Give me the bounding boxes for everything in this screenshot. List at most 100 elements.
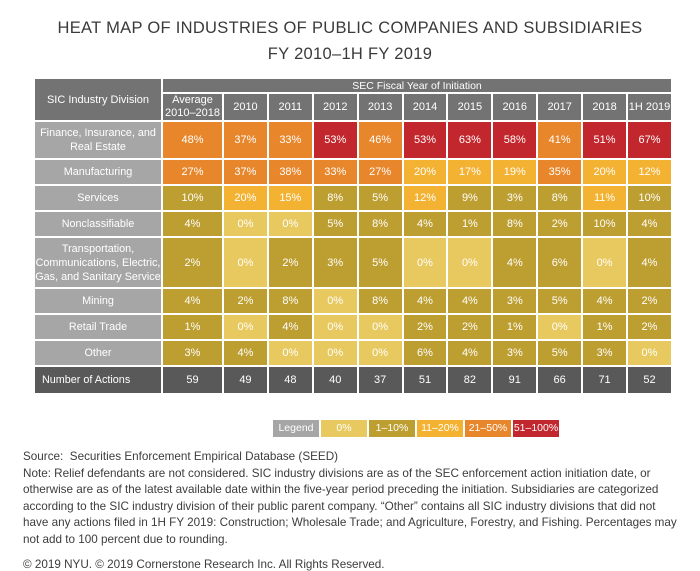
heatmap-cell: 3% xyxy=(163,341,222,366)
legend-bins: 0% 1–10% 11–20% 21–50% 51–100% xyxy=(321,420,559,437)
number-of-actions-value: 51 xyxy=(403,367,447,394)
number-of-actions-value: 40 xyxy=(313,367,357,394)
heatmap-cell: 4% xyxy=(448,341,492,366)
legend-bin: 0% xyxy=(321,420,367,437)
col-header-year: 2013 xyxy=(358,94,402,121)
heatmap-cell: 4% xyxy=(583,289,627,314)
heatmap-cell: 5% xyxy=(538,289,582,314)
heatmap-cell: 2% xyxy=(268,238,312,288)
heatmap-cell: 0% xyxy=(224,212,267,237)
heatmap-cell: 10% xyxy=(583,212,627,237)
heatmap-cell: 6% xyxy=(538,238,582,288)
heatmap-cell: 0% xyxy=(268,341,312,366)
heatmap-cell: 2% xyxy=(163,238,222,288)
heatmap-cell: 53% xyxy=(403,122,447,159)
number-of-actions-value: 52 xyxy=(628,367,671,394)
col-header-year: 2010 xyxy=(224,94,267,121)
industry-row: Services 10% 20% 15% 8% 5% 12% 9% 3% 8% 11% 10% xyxy=(35,186,671,211)
industry-row-label: Manufacturing xyxy=(35,160,161,185)
heatmap-cell: 38% xyxy=(268,160,312,185)
heatmap-cell: 0% xyxy=(448,238,492,288)
heatmap-cell: 3% xyxy=(493,341,537,366)
heatmap-cell: 4% xyxy=(163,212,222,237)
number-of-actions-value: 49 xyxy=(224,367,267,394)
heatmap-cell: 58% xyxy=(493,122,537,159)
heatmap-cell: 8% xyxy=(313,186,357,211)
industry-row-label: Services xyxy=(35,186,161,211)
industry-row: Retail Trade 1% 0% 4% 0% 0% 2% 2% 1% 0% 1% 2% xyxy=(35,315,671,340)
heatmap-cell: 0% xyxy=(224,238,267,288)
heatmap-cell: 11% xyxy=(583,186,627,211)
number-of-actions-value: 37 xyxy=(358,367,402,394)
heatmap-cell: 6% xyxy=(403,341,447,366)
heatmap-cell: 4% xyxy=(163,289,222,314)
heatmap-cell: 5% xyxy=(538,341,582,366)
industry-row: Mining 4% 2% 8% 0% 8% 4% 4% 3% 5% 4% 2% xyxy=(35,289,671,314)
number-of-actions-value: 59 xyxy=(163,367,222,394)
heatmap-cell: 0% xyxy=(358,341,402,366)
industry-row-label: Finance, Insurance, and Real Estate xyxy=(35,122,161,159)
heatmap-cell: 2% xyxy=(628,289,671,314)
heatmap-cell: 0% xyxy=(583,238,627,288)
heatmap-cell: 12% xyxy=(403,186,447,211)
chart-title: HEAT MAP OF INDUSTRIES OF PUBLIC COMPANI… xyxy=(0,16,700,67)
heatmap-cell: 9% xyxy=(448,186,492,211)
heatmap-cell: 27% xyxy=(163,160,222,185)
methodology-note: Note: Relief defendants are not consider… xyxy=(23,466,681,547)
legend: Legend 0% 1–10% 11–20% 21–50% 51–100% xyxy=(273,420,559,437)
heatmap-cell: 15% xyxy=(268,186,312,211)
legend-bin: 21–50% xyxy=(465,420,511,437)
heatmap-cell: 10% xyxy=(628,186,671,211)
heatmap-cell: 8% xyxy=(538,186,582,211)
heatmap-cell: 19% xyxy=(493,160,537,185)
heatmap-cell: 4% xyxy=(448,289,492,314)
legend-title: Legend xyxy=(273,420,319,437)
heatmap-cell: 37% xyxy=(224,160,267,185)
heatmap-cell: 0% xyxy=(268,212,312,237)
source-note: Source: Securities Enforcement Empirical… xyxy=(23,450,339,463)
number-of-actions-value: 91 xyxy=(493,367,537,394)
fiscal-year-band-header: SEC Fiscal Year of Initiation xyxy=(163,79,671,93)
heatmap-cell: 1% xyxy=(583,315,627,340)
industry-row-label: Other xyxy=(35,341,161,366)
col-header-year: 2016 xyxy=(493,94,537,121)
legend-bin: 1–10% xyxy=(369,420,415,437)
heatmap-cell: 3% xyxy=(583,341,627,366)
heatmap-cell: 0% xyxy=(313,289,357,314)
heatmap-cell: 8% xyxy=(358,289,402,314)
col-header-year: 2015 xyxy=(448,94,492,121)
industry-row: Transportation, Communications, Electric… xyxy=(35,238,671,288)
heatmap-cell: 5% xyxy=(358,238,402,288)
heatmap-cell: 8% xyxy=(268,289,312,314)
heatmap-cell: 2% xyxy=(448,315,492,340)
heatmap-cell: 3% xyxy=(493,289,537,314)
heatmap-cell: 35% xyxy=(538,160,582,185)
heatmap-cell: 48% xyxy=(163,122,222,159)
heatmap-cell: 3% xyxy=(493,186,537,211)
corner-header: SIC Industry Division xyxy=(35,79,161,121)
heatmap-cell: 0% xyxy=(313,341,357,366)
number-of-actions-value: 48 xyxy=(268,367,312,394)
heatmap-cell: 51% xyxy=(583,122,627,159)
year-header-row: Average 2010–2018 2010 2011 2012 2013 2014 201… xyxy=(35,94,671,121)
heatmap-cell: 2% xyxy=(224,289,267,314)
heatmap-cell: 2% xyxy=(628,315,671,340)
footnotes: Source: Securities Enforcement Empirical… xyxy=(23,449,681,571)
number-of-actions-value: 71 xyxy=(583,367,627,394)
col-header-year: 2018 xyxy=(583,94,627,121)
industry-row-label: Retail Trade xyxy=(35,315,161,340)
industry-row-label: Transportation, Communications, Electric… xyxy=(35,238,161,288)
heatmap-cell: 0% xyxy=(224,315,267,340)
heatmap-cell: 53% xyxy=(313,122,357,159)
heatmap-cell: 5% xyxy=(358,186,402,211)
heatmap-cell: 20% xyxy=(583,160,627,185)
industry-row-label: Mining xyxy=(35,289,161,314)
heatmap-cell: 4% xyxy=(403,212,447,237)
chart-title-line2: FY 2010–1H FY 2019 xyxy=(267,44,433,63)
heatmap-cell: 0% xyxy=(538,315,582,340)
heatmap-cell: 10% xyxy=(163,186,222,211)
number-of-actions-value: 66 xyxy=(538,367,582,394)
heatmap-cell: 4% xyxy=(628,238,671,288)
industry-row: Nonclassifiable 4% 0% 0% 5% 8% 4% 1% 8% 2% 10% 4% xyxy=(35,212,671,237)
